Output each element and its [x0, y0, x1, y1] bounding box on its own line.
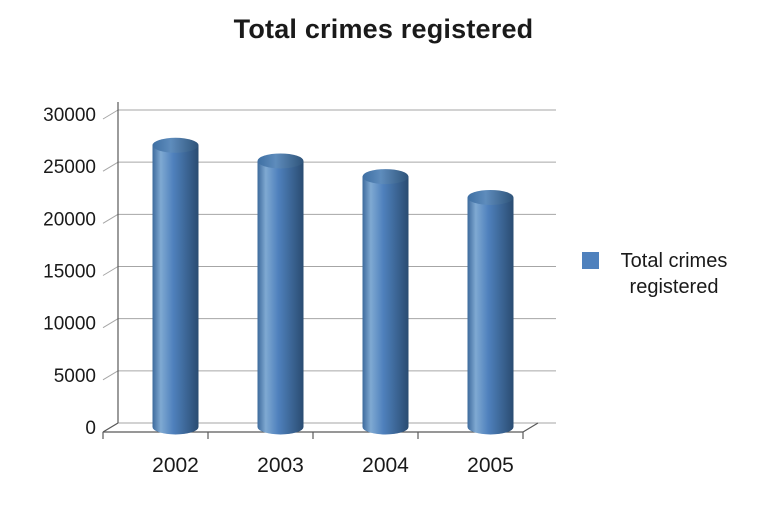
bar-cylinder-top: [152, 137, 199, 153]
gridline-side-connector: [102, 266, 119, 276]
gridline-side-connector: [102, 213, 119, 224]
chart-title: Total crimes registered: [233, 14, 534, 44]
bar-cylinder-top: [362, 169, 409, 185]
y-axis-label: 20000: [43, 209, 96, 230]
x-axis-label: 2005: [467, 454, 514, 477]
y-axis-label: 0: [85, 418, 96, 439]
x-axis-label: 2004: [362, 454, 409, 477]
y-axis-label: 15000: [43, 262, 96, 283]
bar-cylinder-body: [257, 160, 304, 435]
bar-cylinder-body: [362, 176, 409, 435]
legend-swatch: [582, 252, 599, 269]
bar-cylinder-body: [152, 145, 199, 435]
gridline-side-connector: [102, 109, 119, 120]
bar-cylinder-body: [467, 197, 514, 435]
gridline-side-connector: [102, 318, 119, 329]
floor-left-edge: [102, 422, 119, 433]
y-axis-label: 25000: [43, 157, 96, 178]
bar-cylinder-top: [257, 153, 304, 169]
x-axis-depth-line: [522, 422, 539, 433]
bar-cylinder-top: [467, 189, 514, 205]
legend-label: Total crimes registered: [620, 250, 728, 299]
y-axis-label: 10000: [43, 314, 96, 335]
x-axis-label: 2002: [152, 454, 199, 477]
gridline-side-connector: [102, 161, 119, 172]
legend: Total crimes registered: [582, 248, 740, 301]
y-axis-label: 5000: [54, 366, 96, 387]
x-axis-label: 2003: [257, 454, 304, 477]
y-axis-label: 30000: [43, 105, 96, 126]
gridline-side-connector: [102, 370, 119, 381]
